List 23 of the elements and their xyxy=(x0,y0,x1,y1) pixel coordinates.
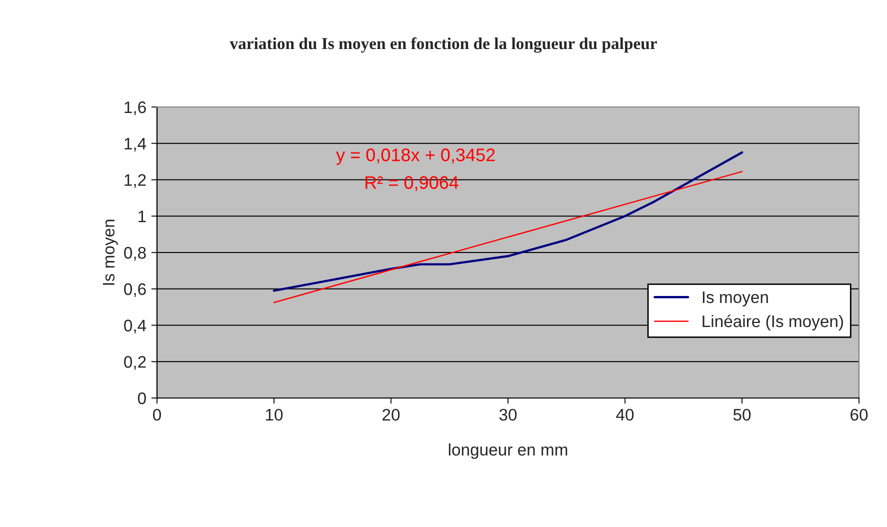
y-tick-label: 0,6 xyxy=(124,283,146,298)
chart-title: variation du Is moyen en fonction de la longueur du palpeur xyxy=(230,37,657,53)
y-tick-label: 1,2 xyxy=(124,174,146,188)
x-tick-label: 60 xyxy=(850,408,868,421)
y-tick-label: 0,4 xyxy=(124,320,146,334)
x-tick-label: 30 xyxy=(499,408,517,421)
annotation: y = 0,018x + 0,3452 xyxy=(336,148,495,165)
x-tick-label: 20 xyxy=(382,408,400,421)
legend-label: Is moyen xyxy=(702,292,768,306)
y-tick-label: 1,6 xyxy=(124,101,146,116)
y-axis-title: Is moyen xyxy=(102,220,118,285)
y-tick-label: 1,4 xyxy=(124,138,146,152)
y-tick-label: 0,2 xyxy=(124,356,146,370)
x-tick-label: 10 xyxy=(266,408,283,421)
x-tick-label: 50 xyxy=(733,408,751,421)
legend-label: Linéaire (Is moyen) xyxy=(702,314,843,330)
y-tick-label: 1 xyxy=(138,210,146,222)
x-axis-title: longueur en mm xyxy=(448,443,568,459)
y-tick-label: 0 xyxy=(138,392,146,404)
annotation: R² = 0,9064 xyxy=(366,176,458,192)
y-tick-label: 0,8 xyxy=(124,246,146,261)
x-tick-label: 40 xyxy=(616,408,634,421)
x-tick-label: 0 xyxy=(153,408,161,421)
